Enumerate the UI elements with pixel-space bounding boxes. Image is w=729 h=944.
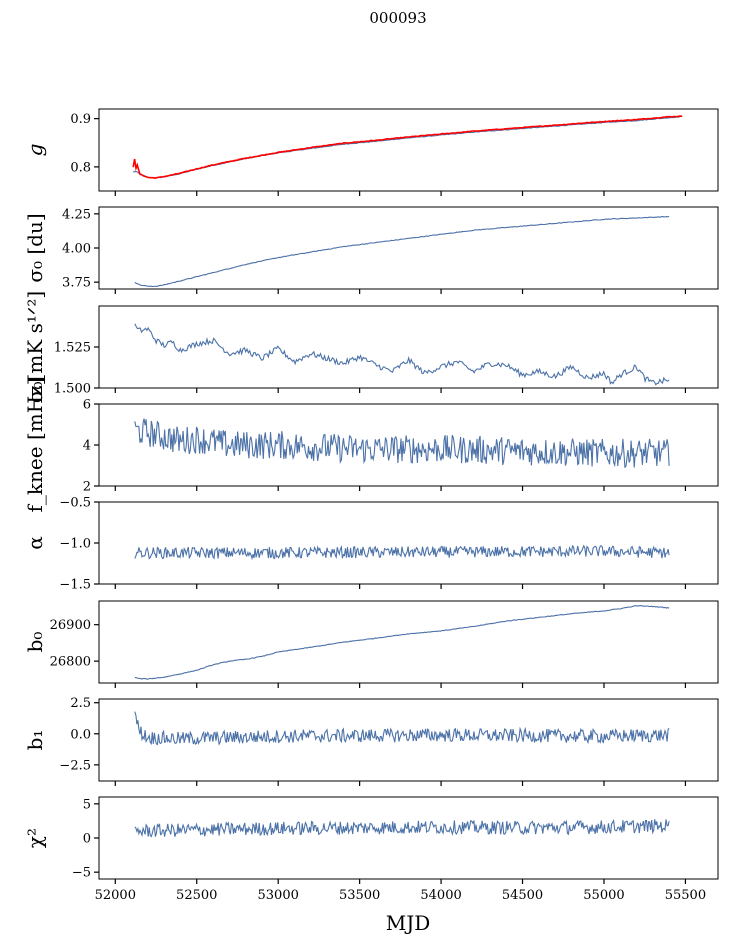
y-tick-label: 26800 (50, 655, 91, 670)
axes-frame (98, 698, 719, 782)
series-line-g-1 (132, 115, 683, 180)
y-tick-label: 1.525 (54, 341, 91, 356)
panel-fknee: 2 4 6 f_knee [mHz] (23, 378, 719, 513)
y-axis-label-b1: b₁ (23, 730, 47, 751)
y-tick-label: 4 (83, 439, 91, 454)
y-tick-label: 0.9 (70, 112, 91, 127)
y-tick-label: 0 (83, 832, 91, 847)
y-tick-label: 5 (83, 797, 91, 812)
panel-b1: −2.5 0.0 2.5 b₁ (23, 696, 719, 786)
axes-frame (98, 501, 719, 585)
panel-sigma0_mk: 1.500 1.525 σ₀[mK s¹ᐟ²] (23, 291, 719, 403)
x-tick-label: 53500 (339, 888, 380, 903)
y-axis-label-fknee: f_knee [mHz] (23, 378, 47, 513)
y-axis-label-g: g (23, 144, 47, 157)
x-axis-label: MJD (386, 911, 431, 935)
y-tick-label: 2 (83, 480, 91, 495)
y-tick-label: −2.5 (59, 758, 91, 773)
y-tick-label: 2.5 (70, 696, 91, 711)
y-axis-label-sigma0_du: σ₀ [du] (23, 213, 47, 282)
series-line-sigma0_mk-0 (134, 323, 670, 386)
series-line-g-0 (133, 115, 683, 179)
series-line-b1-0 (134, 711, 670, 746)
axes-frame (98, 403, 719, 487)
y-tick-label: 0.8 (70, 160, 91, 175)
panel-g: 0.8 0.9 g (23, 108, 719, 196)
y-tick-label: −0.5 (59, 496, 91, 511)
y-axis-label-alpha: α (23, 536, 47, 550)
y-tick-label: −5 (72, 866, 91, 881)
y-tick-label: 26900 (50, 618, 91, 633)
y-tick-label: 0.0 (70, 727, 91, 742)
subplot-stack: 0.8 0.9 g 3.75 4.00 4.25 σ₀ [du] 1.500 1.525 σ₀[m… (23, 108, 719, 903)
x-tick-label: 55500 (665, 888, 706, 903)
panel-sigma0_du: 3.75 4.00 4.25 σ₀ [du] (23, 206, 719, 294)
axes-frame (98, 305, 719, 389)
panel-chi2: −5 0 5 52000 52500 53000 53500 54000 54500 55000 5… (23, 796, 719, 903)
x-tick-label: 52000 (95, 888, 136, 903)
y-tick-label: 4.00 (62, 242, 91, 257)
y-axis-label-chi2: χ² (23, 828, 47, 848)
axes-frame (98, 108, 719, 192)
series-line-b0-0 (134, 605, 670, 680)
x-tick-label: 55000 (583, 888, 624, 903)
panel-alpha: −1.5 −1.0 −0.5 α (23, 496, 719, 593)
x-tick-label: 53000 (258, 888, 299, 903)
y-tick-label: 4.25 (62, 207, 91, 222)
axes-frame (98, 796, 719, 880)
y-axis-label-sigma0_mk: σ₀[mK s¹ᐟ²] (23, 291, 47, 403)
series-line-chi2-0 (134, 818, 670, 838)
series-line-sigma0_du-0 (134, 215, 670, 288)
series-line-alpha-0 (134, 544, 670, 561)
y-tick-label: 6 (83, 398, 91, 413)
axes-frame (98, 206, 719, 290)
axes-frame (98, 600, 719, 684)
x-tick-label: 54500 (502, 888, 543, 903)
y-axis-label-b0: b₀ (23, 632, 47, 653)
series-line-fknee-0 (134, 418, 670, 469)
y-tick-label: −1.0 (59, 537, 91, 552)
y-tick-label: −1.5 (59, 578, 91, 593)
y-tick-label: 3.75 (62, 276, 91, 291)
y-tick-label: 1.500 (54, 382, 91, 397)
figure-title: 000093 (369, 9, 426, 27)
x-tick-label: 52500 (176, 888, 217, 903)
x-tick-label: 54000 (420, 888, 461, 903)
